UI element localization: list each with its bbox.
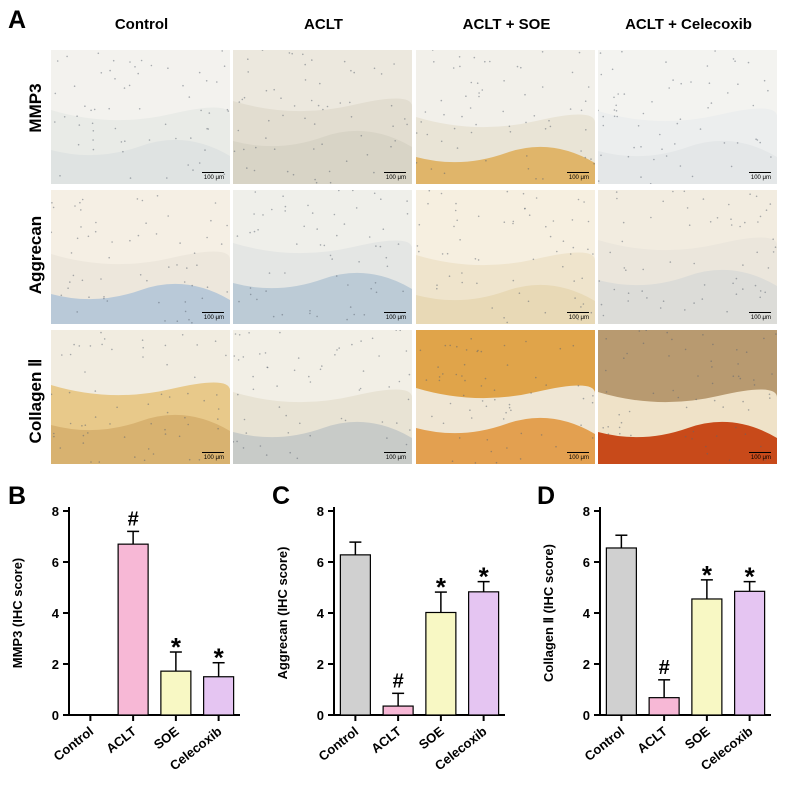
significance-marker: * (479, 562, 490, 592)
x-tick-label: Control (582, 724, 628, 764)
scale-bar (384, 311, 406, 313)
significance-marker: # (659, 657, 670, 679)
micrograph-r1-c0: 100 μm (51, 190, 230, 324)
row-header-mmp3: MMP3 (26, 83, 45, 133)
scale-bar (202, 171, 224, 173)
y-tick-label: 2 (317, 657, 324, 672)
bar-control (339, 554, 371, 716)
scale-bar (567, 451, 589, 453)
x-tick-label: SOE (151, 723, 182, 752)
micrograph-r2-c1: 100 μm (233, 330, 412, 464)
y-axis-label: Aggrecan (IHC score) (275, 547, 290, 680)
y-tick-label: 6 (52, 555, 59, 570)
micrograph-r1-c1: 100 μm (233, 190, 412, 324)
scale-bar (202, 311, 224, 313)
scale-bar (567, 311, 589, 313)
bar-control (605, 547, 637, 716)
micrograph-r0-c2: 100 μm (416, 50, 595, 184)
panel-d-letter: D (537, 482, 556, 510)
row-header-aggrecan: Aggrecan (26, 215, 45, 295)
panel-a-letter: A (8, 6, 27, 34)
y-tick-label: 2 (583, 657, 590, 672)
significance-marker: # (393, 670, 404, 692)
scale-bar (567, 171, 589, 173)
x-tick-label: Control (316, 724, 362, 764)
significance-marker: * (214, 643, 225, 673)
x-tick-label: ACLT (634, 724, 670, 757)
bar-aclt (117, 543, 149, 716)
panel-c-letter: C (272, 482, 291, 510)
panel-b-letter: B (8, 482, 27, 510)
y-tick-label: 8 (52, 504, 59, 519)
scale-bar (384, 451, 406, 453)
significance-marker: * (171, 632, 182, 662)
scale-bar (384, 171, 406, 173)
scale-bar-label: 100 μm (203, 315, 224, 321)
scale-bar-label: 100 μm (750, 315, 771, 321)
significance-marker: * (745, 562, 756, 592)
scale-bar-label: 100 μm (385, 455, 406, 461)
micrograph-r0-c3: 100 μm (598, 50, 777, 184)
y-axis-label: MMP3 (IHC score) (10, 558, 25, 669)
micrograph-r2-c2: 100 μm (416, 330, 595, 464)
bar-celecoxib (468, 591, 500, 716)
micrograph-r2-c0: 100 μm (51, 330, 230, 464)
y-tick-label: 4 (52, 606, 60, 621)
scale-bar (749, 451, 771, 453)
y-tick-label: 6 (317, 555, 324, 570)
scale-bar-label: 100 μm (203, 455, 224, 461)
y-tick-label: 0 (583, 708, 590, 723)
chart-b: MMP3 (IHC score) 0 2 4 6 8 Control # ACLT * SOE * Ce… (0, 486, 265, 802)
scale-bar-label: 100 μm (568, 175, 589, 181)
y-tick-label: 8 (583, 504, 590, 519)
micrograph-r1-c2: 100 μm (416, 190, 595, 324)
row-header-collagen-ii: Collagen Ⅱ (26, 358, 45, 444)
y-tick-label: 6 (583, 555, 590, 570)
scale-bar-label: 100 μm (203, 175, 224, 181)
column-header-aclt-soe: ACLT + SOE (462, 16, 551, 33)
x-tick-label: SOE (416, 723, 447, 752)
bar-soe (160, 670, 192, 716)
bar-soe (691, 598, 723, 716)
y-tick-label: 4 (317, 606, 325, 621)
scale-bar-label: 100 μm (568, 455, 589, 461)
chart-d: Collagen Ⅱ (IHC score) 0 2 4 6 8 Control # ACLT *… (531, 486, 797, 802)
scale-bar (749, 171, 771, 173)
micrograph-r1-c3: 100 μm (598, 190, 777, 324)
x-tick-label: Control (51, 724, 97, 764)
x-tick-label: SOE (682, 723, 713, 752)
scale-bar-label: 100 μm (385, 175, 406, 181)
significance-marker: * (702, 560, 713, 590)
micrograph-r0-c1: 100 μm (233, 50, 412, 184)
column-header-aclt-celecoxib: ACLT + Celecoxib (625, 16, 752, 33)
scale-bar-label: 100 μm (750, 175, 771, 181)
bar-celecoxib (734, 590, 766, 716)
significance-marker: # (128, 508, 139, 530)
y-axis-label: Collagen Ⅱ (IHC score) (541, 544, 556, 682)
y-tick-label: 0 (52, 708, 59, 723)
bar-celecoxib (203, 676, 235, 716)
x-tick-label: ACLT (368, 724, 404, 757)
scale-bar (749, 311, 771, 313)
x-tick-label: ACLT (103, 724, 139, 757)
y-tick-label: 0 (317, 708, 324, 723)
scale-bar-label: 100 μm (750, 455, 771, 461)
bar-aclt (382, 705, 414, 716)
significance-marker: * (436, 572, 447, 602)
micrograph-r2-c3: 100 μm (598, 330, 777, 464)
y-tick-label: 4 (583, 606, 591, 621)
y-tick-label: 8 (317, 504, 324, 519)
scale-bar (202, 451, 224, 453)
column-header-control: Control (114, 16, 169, 33)
bar-aclt (648, 697, 680, 716)
scale-bar-label: 100 μm (385, 315, 406, 321)
bar-soe (425, 611, 457, 716)
column-header-aclt: ACLT (304, 16, 343, 33)
chart-c: Aggrecan (IHC score) 0 2 4 6 8 Control # ACLT * SO… (265, 486, 531, 802)
scale-bar-label: 100 μm (568, 315, 589, 321)
y-tick-label: 2 (52, 657, 59, 672)
micrograph-r0-c0: 100 μm (51, 50, 230, 184)
